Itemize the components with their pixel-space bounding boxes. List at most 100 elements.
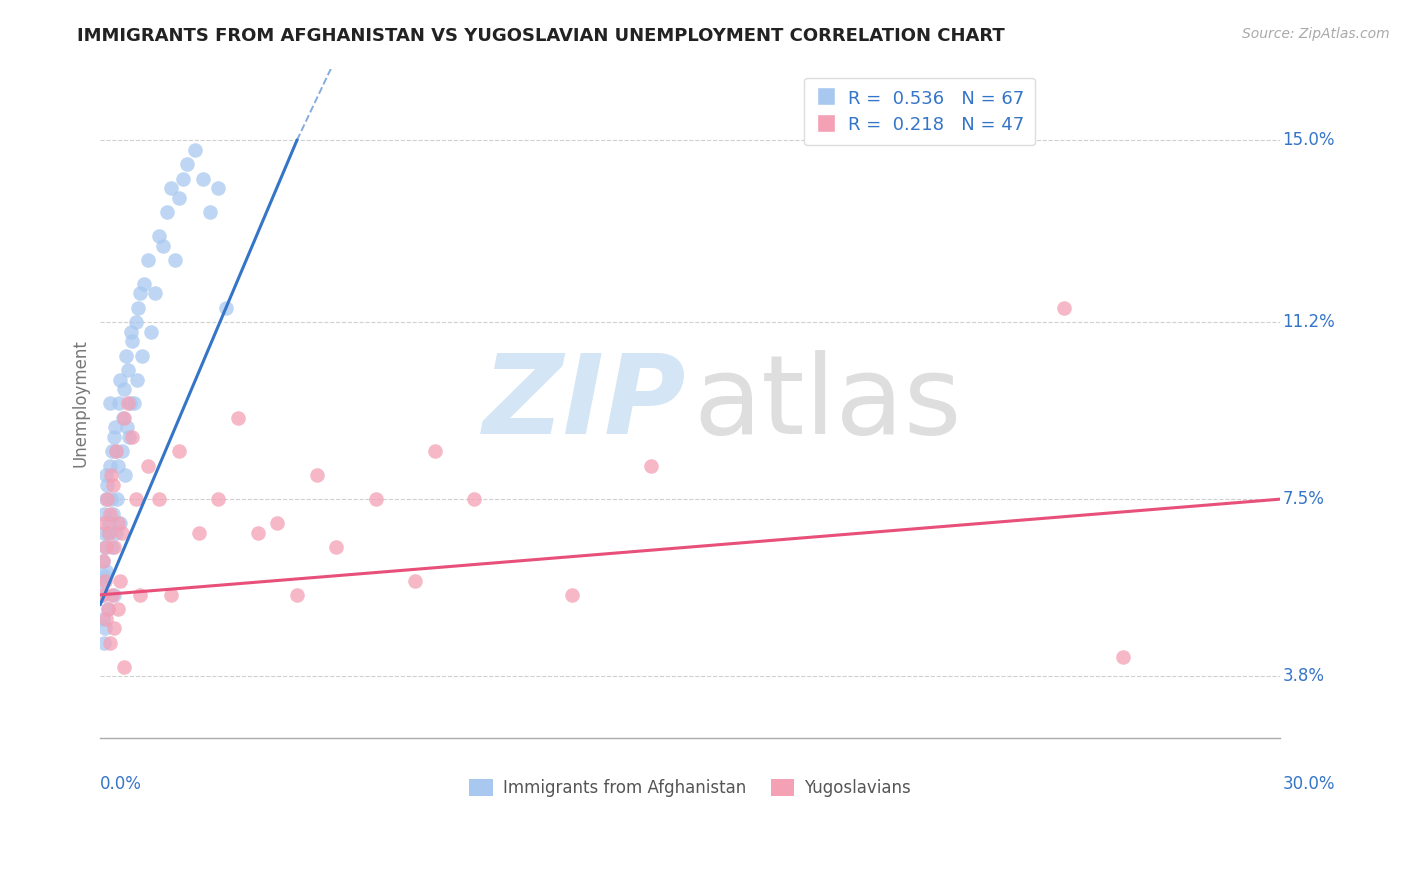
Point: [91, 612, 114, 626]
Point: [226, 410, 249, 425]
Point: [561, 588, 583, 602]
Point: [167, 191, 190, 205]
Point: [96, 468, 118, 483]
Point: [105, 444, 128, 458]
Point: [160, 181, 183, 195]
Point: [108, 396, 131, 410]
Point: [103, 540, 125, 554]
Point: [121, 430, 143, 444]
Point: [463, 492, 485, 507]
Point: [104, 420, 127, 434]
Point: [101, 588, 124, 602]
Point: [187, 525, 209, 540]
Point: [112, 382, 135, 396]
Point: [97, 525, 120, 540]
Point: [305, 468, 328, 483]
Point: [128, 286, 150, 301]
Text: atlas: atlas: [693, 350, 962, 457]
Point: [145, 286, 167, 301]
Point: [266, 516, 288, 530]
Point: [200, 205, 222, 219]
Point: [640, 458, 662, 473]
Point: [136, 458, 159, 473]
Point: [97, 602, 120, 616]
Point: [176, 157, 198, 171]
Point: [103, 621, 125, 635]
Point: [127, 301, 149, 315]
Y-axis label: Unemployment: Unemployment: [72, 340, 89, 467]
Point: [96, 540, 118, 554]
Point: [108, 574, 131, 588]
Point: [96, 612, 118, 626]
Point: [98, 525, 121, 540]
Point: [136, 252, 159, 267]
Point: [108, 372, 131, 386]
Point: [98, 458, 121, 473]
Text: 7.5%: 7.5%: [1282, 491, 1324, 508]
Point: [131, 349, 153, 363]
Point: [207, 181, 229, 195]
Text: 3.8%: 3.8%: [1282, 667, 1324, 685]
Point: [93, 621, 115, 635]
Point: [121, 334, 143, 349]
Point: [93, 516, 115, 530]
Point: [122, 396, 145, 410]
Point: [111, 444, 134, 458]
Point: [93, 507, 115, 521]
Point: [125, 372, 148, 386]
Point: [107, 602, 129, 616]
Text: ZIP: ZIP: [484, 350, 686, 457]
Point: [364, 492, 387, 507]
Point: [93, 554, 115, 568]
Text: 30.0%: 30.0%: [1282, 775, 1334, 793]
Point: [191, 171, 214, 186]
Point: [97, 602, 120, 616]
Point: [118, 430, 141, 444]
Point: [93, 588, 115, 602]
Point: [111, 525, 134, 540]
Point: [91, 588, 114, 602]
Point: [108, 516, 131, 530]
Point: [101, 540, 124, 554]
Point: [112, 410, 135, 425]
Point: [148, 492, 170, 507]
Text: Source: ZipAtlas.com: Source: ZipAtlas.com: [1241, 27, 1389, 41]
Point: [115, 349, 138, 363]
Point: [1111, 650, 1133, 665]
Point: [120, 325, 142, 339]
Point: [112, 410, 135, 425]
Point: [246, 525, 269, 540]
Point: [98, 636, 121, 650]
Point: [165, 252, 187, 267]
Point: [94, 568, 117, 582]
Point: [98, 516, 121, 530]
Point: [100, 468, 122, 483]
Point: [103, 588, 125, 602]
Point: [94, 574, 117, 588]
Point: [112, 659, 135, 673]
Point: [117, 363, 139, 377]
Point: [91, 574, 114, 588]
Point: [98, 396, 121, 410]
Point: [101, 478, 124, 492]
Point: [94, 492, 117, 507]
Point: [183, 143, 205, 157]
Text: 11.2%: 11.2%: [1282, 313, 1334, 331]
Point: [285, 588, 308, 602]
Point: [107, 516, 129, 530]
Point: [132, 277, 155, 291]
Point: [167, 444, 190, 458]
Point: [100, 492, 122, 507]
Point: [98, 507, 121, 521]
Point: [148, 229, 170, 244]
Text: IMMIGRANTS FROM AFGHANISTAN VS YUGOSLAVIAN UNEMPLOYMENT CORRELATION CHART: IMMIGRANTS FROM AFGHANISTAN VS YUGOSLAVI…: [77, 27, 1005, 45]
Point: [96, 564, 118, 578]
Point: [152, 238, 174, 252]
Point: [125, 492, 148, 507]
Point: [325, 540, 347, 554]
Point: [125, 315, 148, 329]
Point: [93, 636, 115, 650]
Text: 0.0%: 0.0%: [100, 775, 142, 793]
Point: [93, 525, 115, 540]
Point: [215, 301, 238, 315]
